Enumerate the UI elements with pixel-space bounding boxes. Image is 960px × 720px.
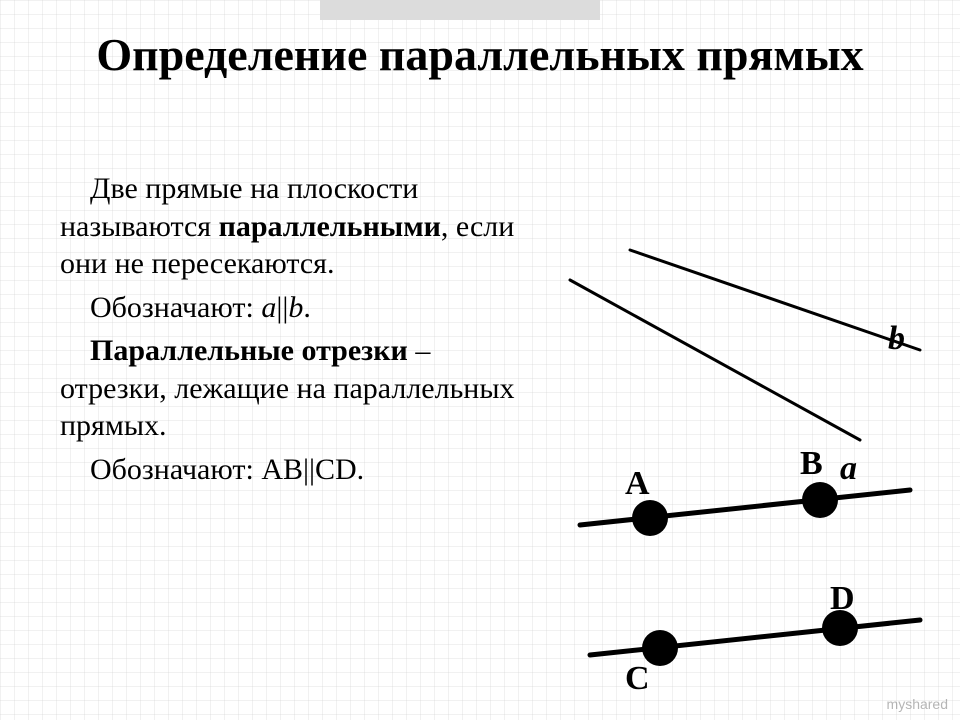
label-A: А (625, 465, 650, 503)
slide-title: Определение параллельных прямых (0, 30, 960, 81)
paragraph-4: Обозначают: АВ||СD. (60, 451, 530, 489)
label-a: a (840, 450, 857, 488)
p2-mid: || (276, 291, 288, 324)
slide: Определение параллельных прямых Две прям… (0, 0, 960, 720)
body-text: Две прямые на плоскости называются парал… (60, 170, 530, 494)
p2-a: a (261, 291, 276, 324)
p2-pre: Обозначают: (90, 291, 261, 324)
p1-bold: параллельными (219, 210, 441, 243)
p2-post: . (303, 291, 311, 324)
label-D: D (830, 580, 855, 618)
paragraph-3: Параллельные отрезки – отрезки, лежащие … (60, 332, 530, 445)
p3-bold: Параллельные отрезки (90, 334, 408, 367)
label-B: В (800, 445, 823, 483)
label-b: b (888, 320, 905, 358)
top-decor-bar (320, 0, 600, 20)
diagram-svg (540, 150, 940, 710)
paragraph-2: Обозначают: a||b. (60, 289, 530, 327)
label-C: С (625, 660, 650, 698)
paragraph-1: Две прямые на плоскости называются парал… (60, 170, 530, 283)
watermark: myshared (887, 696, 948, 712)
diagram: a b А В С D (540, 150, 940, 710)
p2-b: b (288, 291, 303, 324)
